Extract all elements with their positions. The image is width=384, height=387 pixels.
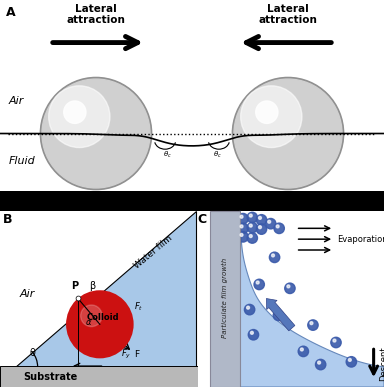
- Circle shape: [348, 358, 351, 361]
- Circle shape: [271, 254, 275, 257]
- Text: Air: Air: [8, 96, 24, 106]
- Circle shape: [238, 231, 248, 242]
- Circle shape: [256, 101, 278, 123]
- Circle shape: [42, 79, 150, 188]
- Circle shape: [268, 220, 271, 223]
- Text: Substrate: Substrate: [23, 372, 77, 382]
- Circle shape: [346, 357, 357, 367]
- Circle shape: [247, 233, 258, 243]
- Circle shape: [298, 346, 309, 357]
- Circle shape: [248, 329, 259, 340]
- Text: β: β: [89, 281, 95, 291]
- Circle shape: [300, 348, 303, 351]
- Text: C: C: [197, 213, 206, 226]
- Text: F: F: [134, 350, 139, 359]
- Text: Particulate film growth: Particulate film growth: [222, 258, 228, 338]
- Circle shape: [81, 305, 102, 327]
- Circle shape: [276, 225, 279, 228]
- Text: Colloid: Colloid: [87, 313, 119, 322]
- Circle shape: [258, 216, 262, 219]
- Bar: [0, 191, 384, 211]
- Circle shape: [266, 218, 276, 229]
- Text: A: A: [6, 6, 15, 19]
- Text: Lateral
attraction: Lateral attraction: [66, 4, 126, 26]
- Circle shape: [333, 339, 336, 342]
- Circle shape: [273, 310, 284, 320]
- Circle shape: [245, 304, 255, 315]
- Circle shape: [274, 223, 284, 234]
- Circle shape: [331, 337, 341, 348]
- Text: Water film: Water film: [133, 233, 174, 270]
- Circle shape: [247, 212, 258, 223]
- Circle shape: [240, 225, 243, 228]
- Circle shape: [232, 77, 344, 190]
- Text: $\theta_c$: $\theta_c$: [162, 150, 172, 160]
- FancyBboxPatch shape: [210, 211, 240, 387]
- Circle shape: [234, 79, 342, 188]
- Circle shape: [257, 214, 267, 225]
- Circle shape: [254, 279, 265, 289]
- Polygon shape: [240, 211, 384, 387]
- Circle shape: [49, 86, 110, 147]
- Circle shape: [249, 214, 252, 217]
- Text: Evaporation: Evaporation: [337, 235, 384, 244]
- Text: P: P: [71, 281, 78, 291]
- Circle shape: [258, 226, 262, 229]
- Circle shape: [241, 86, 302, 147]
- Text: $\theta_c$: $\theta_c$: [212, 150, 222, 160]
- Circle shape: [308, 320, 318, 330]
- Circle shape: [240, 233, 243, 236]
- Circle shape: [249, 235, 252, 238]
- Text: $F_f$: $F_f$: [85, 373, 95, 385]
- Circle shape: [250, 331, 253, 334]
- Polygon shape: [15, 211, 196, 367]
- Text: Fluid: Fluid: [8, 156, 35, 166]
- FancyBboxPatch shape: [0, 366, 198, 387]
- Circle shape: [40, 77, 152, 190]
- Circle shape: [247, 306, 250, 309]
- Circle shape: [247, 222, 258, 233]
- Text: Lateral
attraction: Lateral attraction: [258, 4, 318, 26]
- Circle shape: [275, 312, 278, 315]
- Circle shape: [249, 224, 252, 227]
- Circle shape: [238, 214, 248, 224]
- Text: θ: θ: [30, 348, 36, 358]
- Text: Descent: Descent: [379, 346, 384, 381]
- Circle shape: [310, 322, 313, 325]
- Circle shape: [240, 215, 243, 218]
- Circle shape: [315, 359, 326, 370]
- Text: $F_t$: $F_t$: [134, 301, 143, 313]
- Circle shape: [238, 223, 248, 234]
- Circle shape: [257, 224, 267, 234]
- Text: Air: Air: [19, 289, 35, 299]
- Text: $\alpha$: $\alpha$: [84, 318, 92, 327]
- Circle shape: [318, 361, 321, 364]
- Circle shape: [287, 285, 290, 288]
- Text: $F_y$: $F_y$: [121, 348, 131, 361]
- Circle shape: [66, 290, 134, 358]
- Text: B: B: [3, 213, 13, 226]
- Circle shape: [285, 283, 295, 293]
- Circle shape: [269, 252, 280, 262]
- FancyArrow shape: [266, 298, 295, 331]
- Circle shape: [256, 281, 259, 284]
- Circle shape: [64, 101, 86, 123]
